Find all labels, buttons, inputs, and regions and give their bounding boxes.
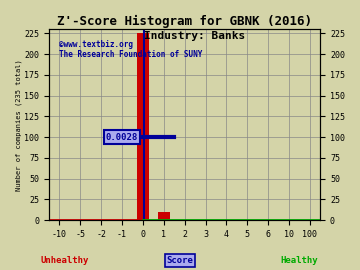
Text: The Research Foundation of SUNY: The Research Foundation of SUNY — [59, 50, 203, 59]
Text: Healthy: Healthy — [280, 256, 318, 265]
Bar — [137, 33, 149, 220]
Y-axis label: Number of companies (235 total): Number of companies (235 total) — [15, 59, 22, 191]
Text: 0.0028: 0.0028 — [106, 133, 138, 141]
Text: ©www.textbiz.org: ©www.textbiz.org — [59, 40, 134, 49]
Text: Score: Score — [167, 256, 193, 265]
Text: Industry: Banks: Industry: Banks — [144, 31, 246, 41]
Title: Z'-Score Histogram for GBNK (2016): Z'-Score Histogram for GBNK (2016) — [57, 15, 312, 28]
Bar — [158, 212, 170, 220]
Text: Unhealthy: Unhealthy — [41, 256, 89, 265]
